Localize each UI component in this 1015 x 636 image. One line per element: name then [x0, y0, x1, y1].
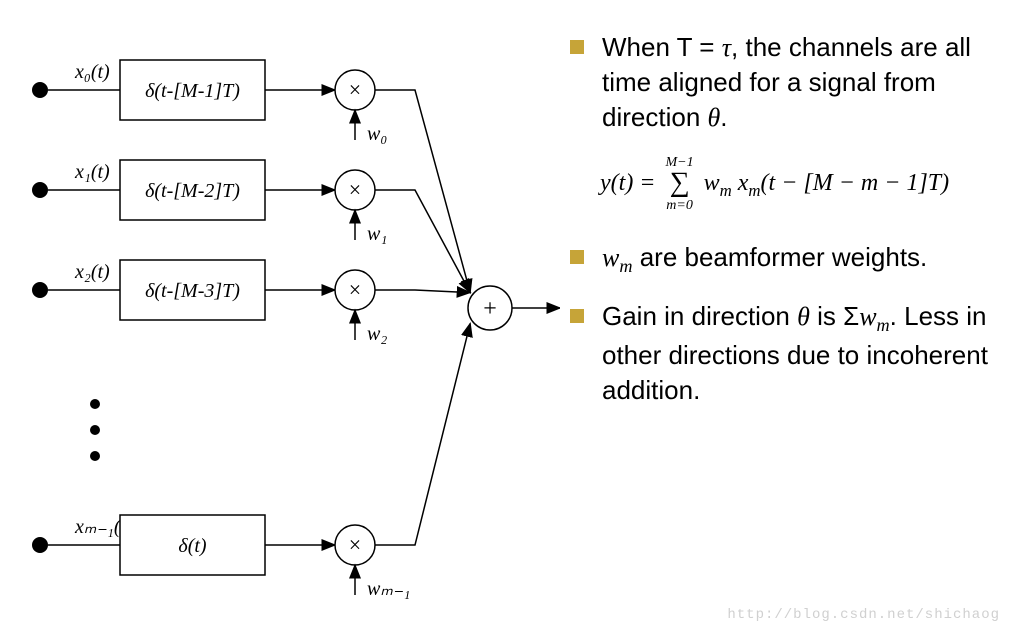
svg-text:wₘ₋₁: wₘ₋₁: [367, 578, 410, 600]
svg-text:×: ×: [349, 77, 361, 102]
svg-text:x₁(t): x₁(t): [74, 161, 110, 183]
watermark: http://blog.csdn.net/shichaog: [727, 607, 1000, 623]
bullet-2: wm are beamformer weights.: [570, 240, 995, 279]
svg-text:×: ×: [349, 277, 361, 302]
bullet-icon: [570, 40, 584, 54]
bullet-text-1: When T = τ, the channels are all time al…: [602, 30, 995, 135]
output-equation: y(t) = M−1 ∑ m=0 wm xm(t − [M − m − 1]T): [600, 155, 995, 215]
svg-text:w₁: w₁: [367, 223, 387, 245]
eq-lhs: y(t) =: [600, 170, 656, 196]
bullet-icon: [570, 250, 584, 264]
svg-text:w₀: w₀: [367, 123, 387, 145]
svg-text:w₂: w₂: [367, 323, 387, 345]
eq-summation: M−1 ∑ m=0: [666, 155, 694, 214]
svg-text:δ(t-[M-3]T): δ(t-[M-3]T): [145, 280, 240, 302]
bullet-icon: [570, 309, 584, 323]
svg-text:δ(t-[M-1]T): δ(t-[M-1]T): [145, 80, 240, 102]
diagram-svg: x₀(t) δ(t-[M-1]T) × w₀ x₁(t) δ(t-[M-2]T) × w₁ x₂…: [0, 0, 560, 631]
svg-text:×: ×: [349, 177, 361, 202]
svg-text:x₀(t): x₀(t): [74, 61, 110, 83]
svg-text:δ(t-[M-2]T): δ(t-[M-2]T): [145, 180, 240, 202]
eq-rhs: wm xm(t − [M − m − 1]T): [704, 170, 950, 196]
explanation-panel: When T = τ, the channels are all time al…: [560, 0, 1015, 631]
beamformer-diagram: x₀(t) δ(t-[M-1]T) × w₀ x₁(t) δ(t-[M-2]T) × w₁ x₂…: [0, 0, 560, 631]
bullet-1: When T = τ, the channels are all time al…: [570, 30, 995, 135]
bullet-text-2: wm are beamformer weights.: [602, 240, 995, 279]
svg-text:δ(t): δ(t): [178, 535, 207, 557]
svg-text:x₂(t): x₂(t): [74, 261, 110, 283]
svg-text:×: ×: [349, 532, 361, 557]
svg-text:+: +: [483, 296, 497, 322]
bullet-3: Gain in direction θ is Σwm. Less in othe…: [570, 299, 995, 408]
bullet-text-3: Gain in direction θ is Σwm. Less in othe…: [602, 299, 995, 408]
